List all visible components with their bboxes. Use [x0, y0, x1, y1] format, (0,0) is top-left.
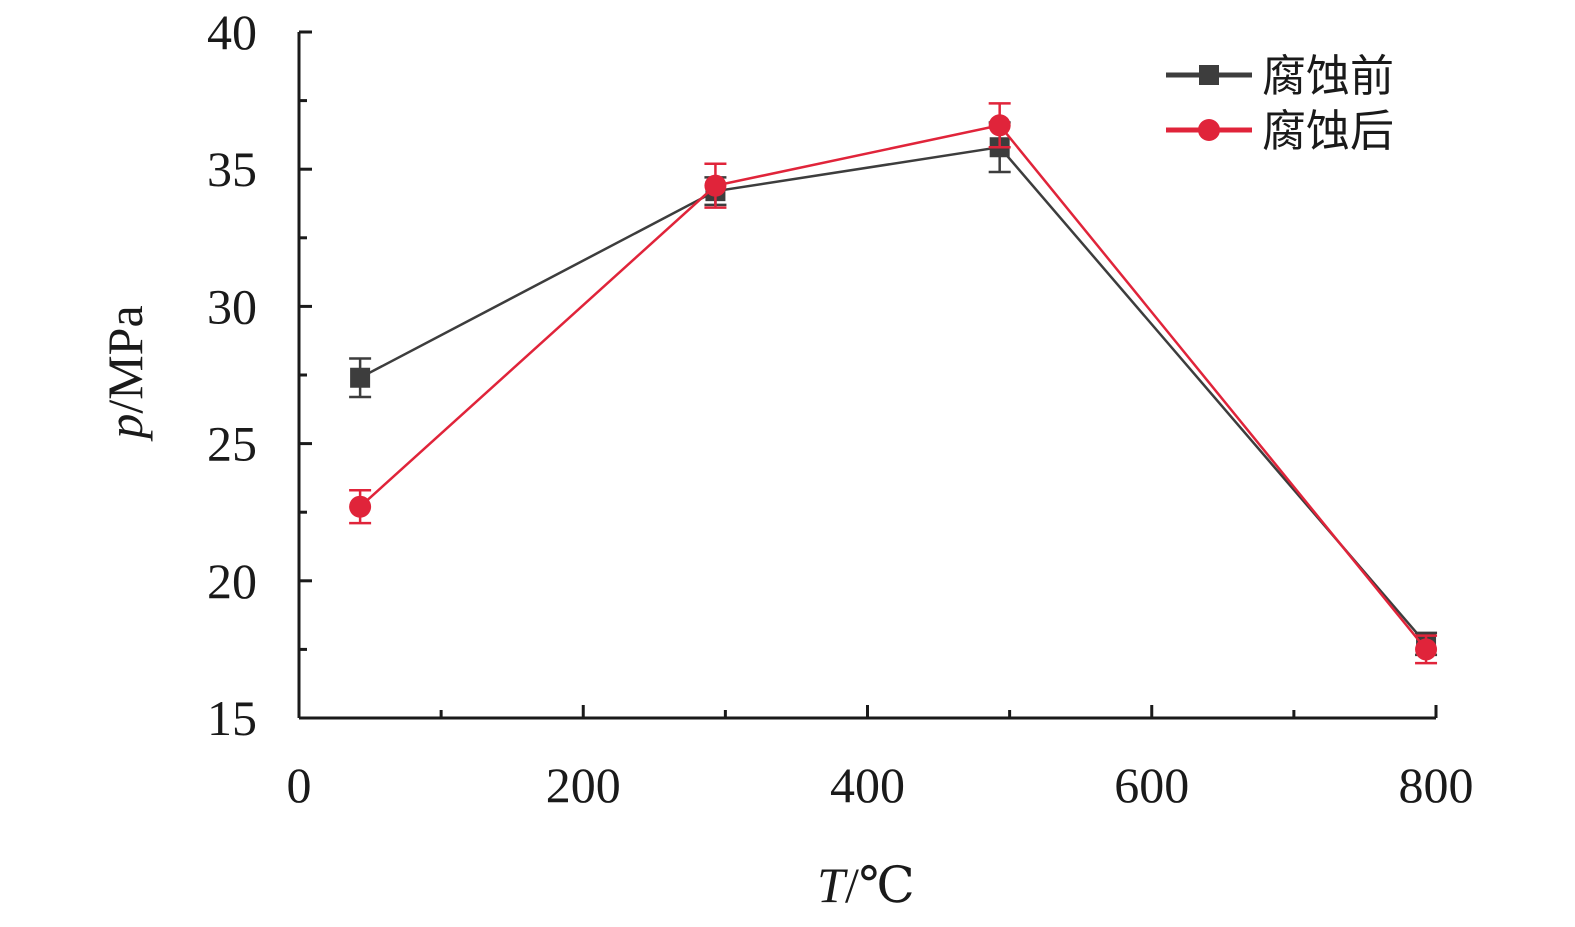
series-1 — [349, 121, 1438, 657]
x-axis-unit: /℃ — [845, 857, 915, 913]
legend-entry-after: 腐蚀后 — [1166, 106, 1394, 157]
x-tick-label: 0 — [287, 757, 312, 813]
x-tick-label: 800 — [1399, 757, 1474, 813]
legend: 腐蚀前 腐蚀后 — [1166, 51, 1394, 157]
y-axis-title: p/MPa — [97, 305, 153, 441]
x-axis-title: T/℃ — [817, 857, 915, 913]
x-tick-label: 600 — [1114, 757, 1189, 813]
y-axis-variable: p — [97, 414, 153, 442]
data-point-circle — [988, 114, 1011, 137]
y-tick-label: 25 — [207, 416, 257, 472]
legend-circle-marker — [1198, 119, 1220, 141]
x-axis-variable: T — [817, 857, 848, 913]
y-tick-label: 20 — [207, 553, 257, 609]
ticks — [297, 30, 1438, 720]
legend-label-after: 腐蚀后 — [1262, 106, 1394, 157]
y-tick-label: 40 — [207, 4, 257, 60]
data-point-square — [350, 367, 371, 388]
y-tick-label: 35 — [207, 141, 257, 197]
series-line — [359, 123, 1428, 651]
plot-series — [349, 102, 1438, 665]
data-point-circle — [1415, 638, 1438, 661]
series-line — [359, 145, 1428, 645]
data-point-circle — [704, 174, 727, 197]
x-tick-label: 400 — [830, 757, 905, 813]
y-tick-label: 15 — [207, 690, 257, 746]
x-tick-label: 200 — [546, 757, 621, 813]
y-axis-unit: /MPa — [97, 305, 153, 413]
data-point-circle — [349, 495, 372, 518]
series-2 — [349, 102, 1438, 665]
legend-square-marker — [1199, 65, 1219, 85]
y-tick-label: 30 — [207, 278, 257, 334]
legend-label-before: 腐蚀前 — [1262, 51, 1394, 102]
legend-entry-before: 腐蚀前 — [1166, 51, 1394, 102]
